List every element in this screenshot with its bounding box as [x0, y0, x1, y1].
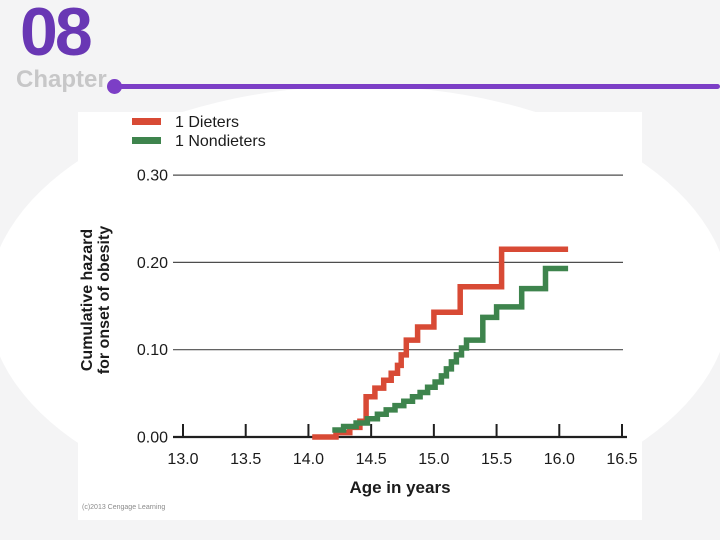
x-tick-label: 15.5 [481, 451, 512, 468]
x-tick-label: 14.5 [356, 451, 387, 468]
chart-panel: 1 Dieters 1 Nondieters 0.00 0.10 0.20 0.30 13.… [78, 112, 642, 520]
y-tick-label: 0.30 [137, 168, 168, 185]
legend-swatch-nondieters [132, 137, 161, 144]
copyright-text: (c)2013 Cengage Learning [82, 504, 166, 511]
series-curve-nondieters [332, 265, 569, 433]
series-curve-dieters [312, 246, 569, 440]
y-tick-label: 0.20 [137, 255, 168, 272]
x-tick-label: 13.0 [167, 451, 198, 468]
x-tick-label: 14.0 [293, 451, 324, 468]
legend-swatch-dieters [132, 118, 161, 125]
legend-label: 1 Nondieters [175, 133, 266, 150]
x-tick-label: 16.0 [544, 451, 575, 468]
x-axis-title: Age in years [349, 478, 450, 497]
accent-line-dot-icon [107, 79, 122, 94]
y-tick-label: 0.10 [137, 342, 168, 359]
y-axis-title: Cumulative hazard for onset of obesity [79, 226, 113, 375]
chapter-label: Chapter [16, 66, 107, 93]
x-tick-label: 15.0 [418, 451, 449, 468]
y-axis-title-line: for onset of obesity [96, 226, 113, 375]
y-axis-title-line: Cumulative hazard [79, 229, 96, 371]
chapter-number: 08 [20, 0, 93, 70]
x-tick-label: 13.5 [230, 451, 261, 468]
accent-line [116, 84, 720, 89]
y-tick-label: 0.00 [137, 430, 168, 447]
x-tick-label: 16.5 [606, 451, 637, 468]
legend-label: 1 Dieters [175, 114, 239, 131]
cumulative-hazard-chart: 1 Dieters 1 Nondieters 0.00 0.10 0.20 0.30 13.… [79, 114, 638, 497]
